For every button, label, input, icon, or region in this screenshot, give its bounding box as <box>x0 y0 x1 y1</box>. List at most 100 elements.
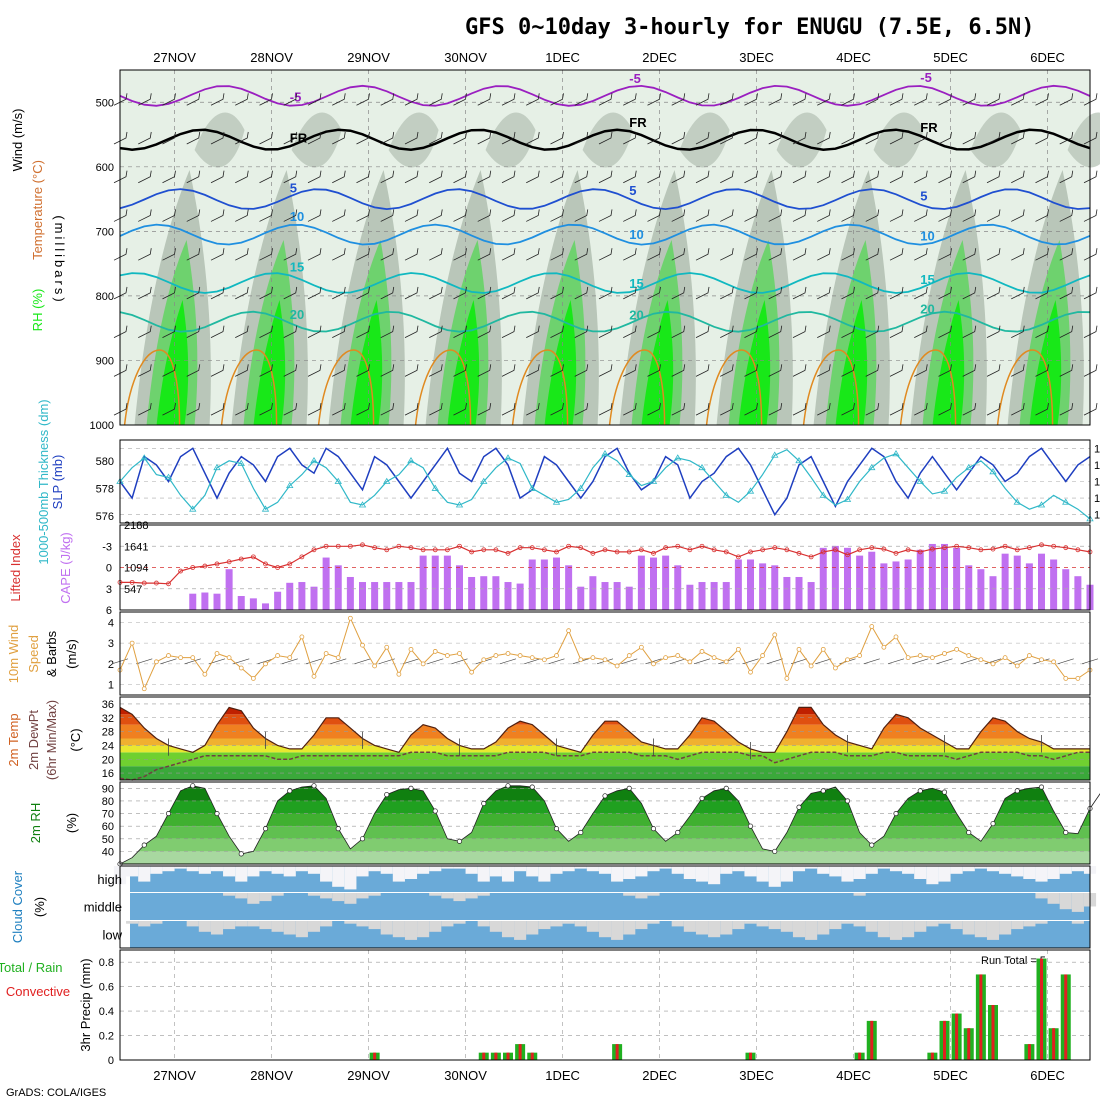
y-tick-label: 0.2 <box>99 1031 114 1043</box>
cloud-cell <box>344 893 357 904</box>
lifted-index-point <box>493 547 499 553</box>
cloud-cell <box>538 866 551 882</box>
y-tick-label: 1 <box>108 680 114 692</box>
cape-bar <box>831 545 839 610</box>
wind-barb <box>744 403 758 416</box>
wind-barb <box>429 364 443 377</box>
thickness-marker <box>261 505 270 512</box>
wind-barb <box>914 131 928 145</box>
wind-speed-point <box>905 655 911 661</box>
cloud-cell <box>1035 893 1048 899</box>
lifted-index-point <box>651 550 656 556</box>
lifted-index-point <box>444 547 450 553</box>
wind-barb <box>281 658 298 665</box>
wind-speed-point <box>493 653 499 658</box>
isotherm-25-contour <box>317 349 375 426</box>
wind-barb <box>623 364 637 377</box>
cape-bar <box>710 582 718 610</box>
thickness-marker <box>649 477 658 484</box>
wind-speed-point <box>481 657 487 663</box>
wind-barb <box>380 403 395 416</box>
wind-barb <box>404 364 419 377</box>
ylabel-total-rain: Total / Rain <box>0 960 63 975</box>
wind-speed-point <box>675 653 681 658</box>
wind-barb <box>259 364 273 377</box>
precip-convective-bar <box>494 1052 498 1060</box>
wind-barb <box>113 93 128 106</box>
wind-barb <box>404 248 419 261</box>
cloud-cell <box>695 921 709 935</box>
rh-point <box>796 804 802 810</box>
thickness-marker <box>722 491 730 498</box>
wind-barb <box>113 364 128 377</box>
wind-barb <box>113 170 128 184</box>
precip-convective-bar <box>1052 1028 1056 1060</box>
y-tick-label: 28 <box>102 727 114 739</box>
rh-point <box>481 800 487 806</box>
lifted-index-point <box>129 579 135 585</box>
cloud-cell <box>635 893 648 899</box>
thickness-marker <box>552 498 561 505</box>
wind-barb <box>283 209 298 222</box>
cloud-cell <box>902 866 915 874</box>
wind-speed-point <box>457 651 462 656</box>
cloud-cell <box>659 866 672 869</box>
chart-title: GFS 0~10day 3-hourly for ENUGU (7.5E, 6.… <box>465 15 1035 40</box>
wind-barb <box>720 286 734 300</box>
wind-barb <box>138 325 152 338</box>
rh-point <box>869 842 875 848</box>
wind-barb <box>1009 658 1026 665</box>
wind-barb <box>938 286 952 300</box>
wind-barb <box>356 248 370 261</box>
wind-barb <box>1059 131 1074 145</box>
y-tick-label: 0.6 <box>99 982 114 994</box>
precip-convective-bar <box>967 1028 971 1060</box>
isotherm-label: 5 <box>920 189 927 204</box>
precip-convective-bar <box>858 1052 862 1060</box>
cloud-cell <box>829 866 842 877</box>
cape-bar <box>274 591 282 610</box>
cloud-cell <box>623 921 636 935</box>
cloud-cell <box>841 866 854 882</box>
isotherm-line <box>119 310 1091 333</box>
wind-barb <box>914 364 928 377</box>
wind-barb <box>307 364 322 377</box>
wind-barb <box>792 403 807 416</box>
wind-barb <box>671 364 686 377</box>
ylabel-thickness: 1000-500mb Thickness (dm) <box>36 399 51 564</box>
y-tick-label-right: 1012 <box>1094 443 1100 455</box>
isotherm-25-contour <box>608 349 666 426</box>
cloud-cell <box>320 866 333 882</box>
cloud-cell <box>356 893 369 899</box>
cape-bar <box>310 586 318 610</box>
y-tick-label: 24 <box>102 740 114 752</box>
cloud-cell <box>404 866 418 879</box>
wind-barb <box>186 209 201 222</box>
isotherm-label: -5 <box>920 70 932 85</box>
wind-barb <box>330 658 347 665</box>
lifted-index-point <box>602 547 608 553</box>
wind-barb <box>914 286 928 300</box>
wind-barb <box>598 248 613 261</box>
isotherm-label: 5 <box>290 180 297 195</box>
lifted-index-point <box>905 547 911 553</box>
cape-bar <box>577 586 585 610</box>
wind-barb <box>162 248 176 261</box>
lifted-index-point <box>954 543 960 549</box>
wind-barb <box>574 403 589 416</box>
cloud-cell <box>744 866 757 877</box>
wind-barb <box>332 403 346 416</box>
wind-speed-point <box>396 671 402 677</box>
wind-barb <box>550 209 564 222</box>
cloud-cell <box>671 921 684 927</box>
wind-speed-point <box>263 661 268 667</box>
thickness-marker <box>237 459 245 466</box>
lifted-index-point <box>408 545 414 551</box>
cloud-cell <box>320 893 333 899</box>
wind-barb <box>526 286 540 300</box>
wind-barb <box>912 658 929 665</box>
wind-barb <box>914 209 928 222</box>
lifted-index-point <box>760 547 766 553</box>
lifted-index-point <box>626 549 632 555</box>
precip-convective-bar <box>615 1044 619 1060</box>
